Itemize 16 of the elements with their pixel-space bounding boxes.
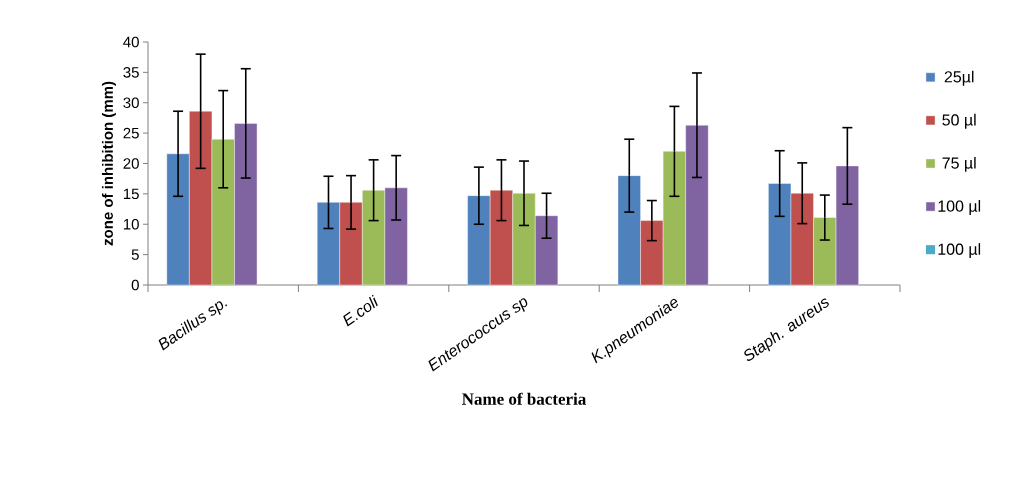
y-tick-label: 30 xyxy=(123,97,139,109)
y-tick-label: 5 xyxy=(131,249,139,260)
legend-label: 25µl xyxy=(944,70,974,86)
y-tick-label: 20 xyxy=(123,158,139,169)
y-tick-label: 35 xyxy=(123,67,139,78)
y-tick-label: 0 xyxy=(131,279,139,291)
y-tick-label: 40 xyxy=(123,36,139,48)
x-axis-title: Name of bacteria xyxy=(462,392,587,405)
legend-label: 100 µl xyxy=(938,243,981,259)
y-tick-label: 10 xyxy=(123,218,139,230)
legend-label: 100 µl xyxy=(938,200,981,215)
legend-label: 75 µl xyxy=(942,156,976,172)
y-tick-label: 25 xyxy=(123,127,139,139)
y-tick-label: 15 xyxy=(123,188,139,200)
y-axis-title: zone of inhibition (mm) xyxy=(101,81,116,246)
legend-label: 50 µl xyxy=(942,113,976,129)
